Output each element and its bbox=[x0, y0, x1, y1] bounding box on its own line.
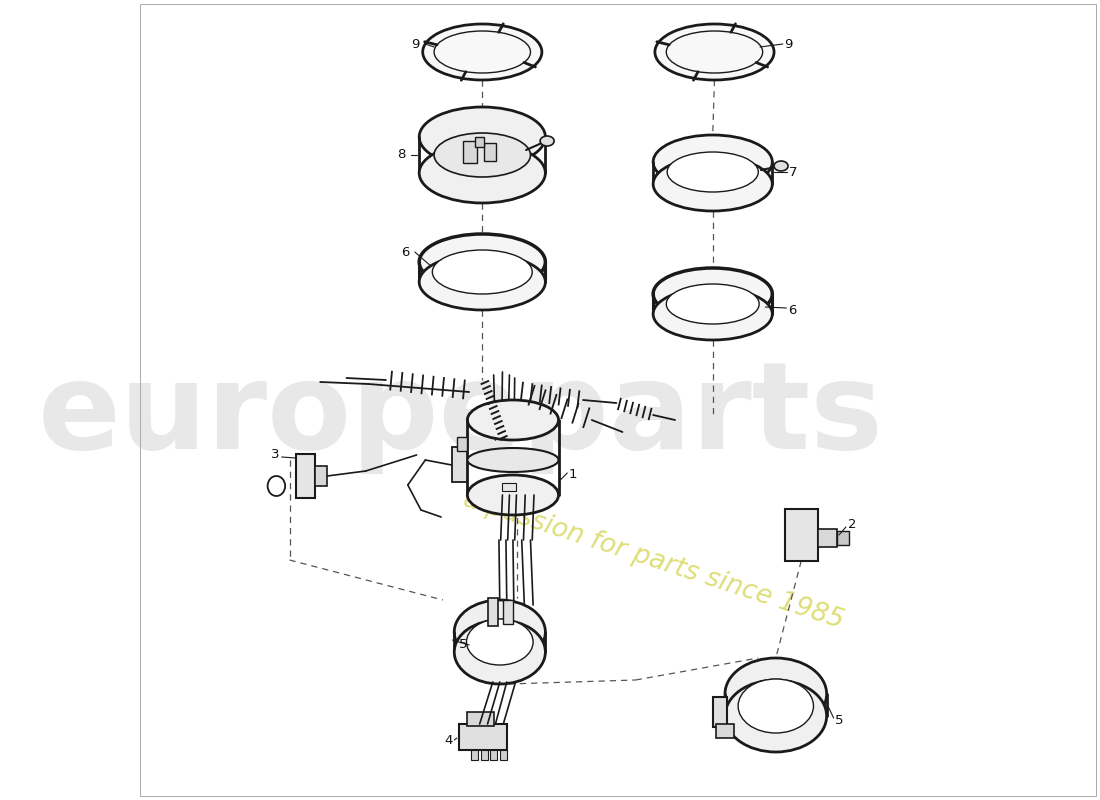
Ellipse shape bbox=[419, 254, 546, 310]
Ellipse shape bbox=[738, 679, 814, 733]
Bar bbox=[475, 137, 484, 147]
Ellipse shape bbox=[454, 600, 546, 664]
Ellipse shape bbox=[540, 136, 554, 146]
Text: europeparts: europeparts bbox=[37, 357, 883, 474]
Ellipse shape bbox=[774, 161, 788, 171]
Ellipse shape bbox=[422, 24, 542, 80]
Ellipse shape bbox=[653, 157, 772, 211]
Bar bbox=[504, 600, 513, 624]
Text: 5: 5 bbox=[459, 638, 468, 651]
Ellipse shape bbox=[466, 619, 534, 665]
Bar bbox=[818, 529, 837, 547]
Ellipse shape bbox=[668, 152, 758, 192]
Bar bbox=[471, 750, 477, 760]
Text: 5: 5 bbox=[835, 714, 844, 726]
Ellipse shape bbox=[419, 143, 546, 203]
Text: 1: 1 bbox=[569, 469, 578, 482]
Text: 6: 6 bbox=[788, 303, 796, 317]
Bar bbox=[296, 454, 315, 498]
Text: 9: 9 bbox=[411, 38, 420, 50]
Bar bbox=[315, 466, 327, 486]
Bar bbox=[459, 724, 507, 750]
Text: 9: 9 bbox=[784, 38, 793, 50]
Bar bbox=[784, 509, 818, 561]
Bar bbox=[713, 697, 727, 727]
Ellipse shape bbox=[725, 680, 826, 752]
Bar bbox=[716, 724, 734, 738]
Ellipse shape bbox=[667, 284, 759, 324]
Bar bbox=[487, 598, 498, 626]
Bar bbox=[481, 750, 487, 760]
Bar bbox=[468, 712, 494, 726]
Circle shape bbox=[267, 476, 285, 496]
Text: 2: 2 bbox=[848, 518, 856, 531]
Ellipse shape bbox=[654, 24, 774, 80]
Ellipse shape bbox=[419, 234, 546, 290]
Ellipse shape bbox=[419, 107, 546, 167]
Ellipse shape bbox=[653, 135, 772, 189]
Text: 4: 4 bbox=[444, 734, 453, 746]
Ellipse shape bbox=[468, 448, 559, 472]
Bar bbox=[491, 750, 497, 760]
Text: 6: 6 bbox=[400, 246, 409, 258]
Text: 8: 8 bbox=[397, 149, 406, 162]
Ellipse shape bbox=[725, 658, 826, 730]
Bar bbox=[452, 447, 468, 482]
Ellipse shape bbox=[434, 31, 530, 73]
Ellipse shape bbox=[653, 268, 772, 320]
Bar bbox=[484, 143, 496, 161]
Ellipse shape bbox=[653, 288, 772, 340]
Text: 7: 7 bbox=[789, 166, 797, 178]
Bar bbox=[456, 437, 468, 451]
Ellipse shape bbox=[432, 250, 532, 294]
Text: 3: 3 bbox=[271, 449, 279, 462]
Ellipse shape bbox=[454, 620, 546, 684]
Bar bbox=[503, 483, 517, 491]
Ellipse shape bbox=[667, 31, 762, 73]
Text: a passion for parts since 1985: a passion for parts since 1985 bbox=[460, 486, 847, 634]
Ellipse shape bbox=[468, 475, 559, 515]
Bar bbox=[837, 531, 849, 545]
Bar bbox=[499, 750, 507, 760]
Ellipse shape bbox=[468, 400, 559, 440]
Ellipse shape bbox=[434, 133, 530, 177]
Bar bbox=[463, 141, 477, 163]
